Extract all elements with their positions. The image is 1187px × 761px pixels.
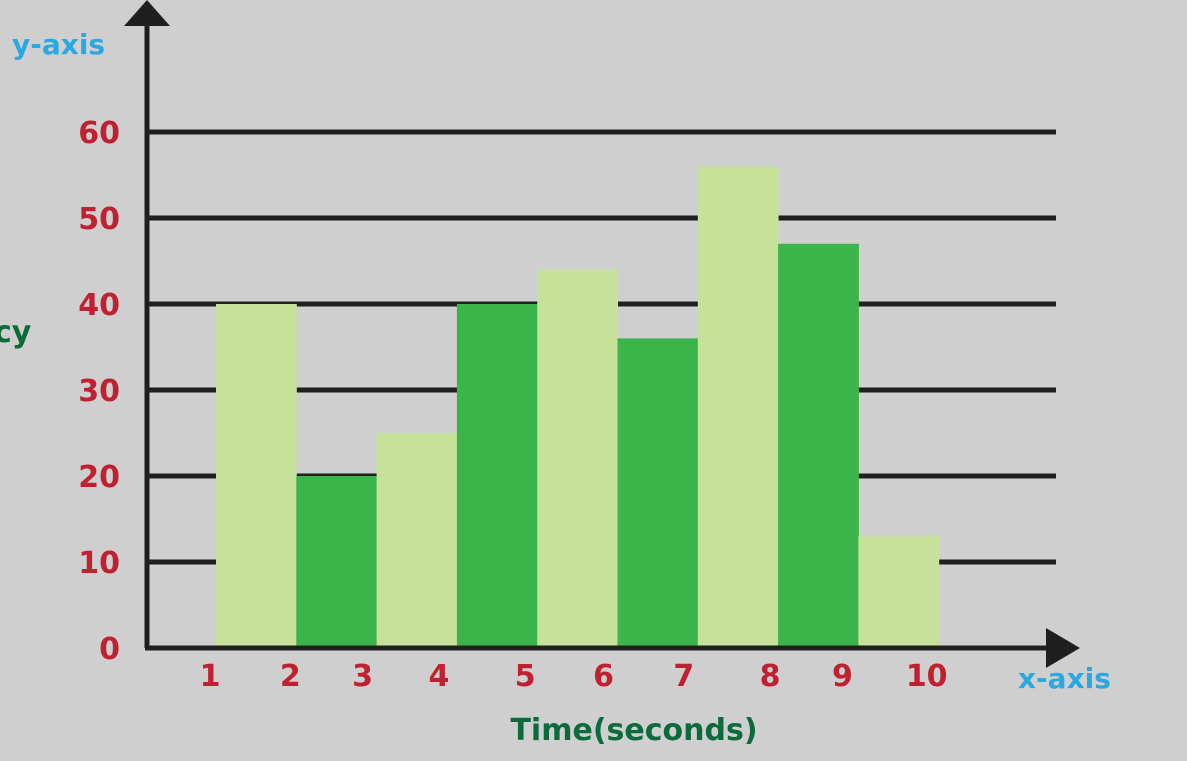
y-axis-title: cy bbox=[0, 315, 32, 350]
bar-9-10 bbox=[858, 536, 940, 648]
x-tick-label: 5 bbox=[515, 659, 536, 694]
y-tick-label: 40 bbox=[78, 288, 120, 323]
x-tick-label: 4 bbox=[428, 659, 449, 694]
bars bbox=[216, 166, 940, 649]
x-tick-label: 10 bbox=[906, 659, 948, 694]
bar-5-6 bbox=[537, 269, 618, 648]
bar-7-8 bbox=[697, 166, 779, 648]
y-tick-label: 30 bbox=[78, 374, 120, 409]
bar-3-4 bbox=[376, 433, 458, 648]
bar-4-5 bbox=[456, 304, 538, 648]
y-axis-tag: y-axis bbox=[12, 28, 105, 61]
x-tick-label: 7 bbox=[673, 659, 694, 694]
y-tick-label: 60 bbox=[78, 116, 120, 151]
y-axis-arrow bbox=[124, 0, 170, 26]
bar-2-3 bbox=[296, 476, 378, 648]
x-axis-arrow bbox=[1046, 628, 1080, 668]
y-tick-labels: 0 10 20 30 40 50 60 bbox=[78, 116, 120, 667]
bar-6-7 bbox=[617, 338, 699, 648]
bar-8-9 bbox=[778, 243, 859, 649]
x-tick-label: 3 bbox=[352, 659, 373, 694]
x-tick-label: 6 bbox=[593, 659, 614, 694]
axes bbox=[124, 0, 1080, 668]
x-axis-tag: x-axis bbox=[1018, 662, 1111, 695]
y-tick-label: 20 bbox=[78, 460, 120, 495]
y-tick-label: 50 bbox=[78, 202, 120, 237]
y-tick-label: 10 bbox=[78, 546, 120, 581]
x-axis-title: Time(seconds) bbox=[510, 713, 757, 748]
bar-1-2 bbox=[216, 304, 297, 648]
x-tick-label: 2 bbox=[280, 659, 301, 694]
x-tick-labels: 1 2 3 4 5 6 7 8 9 10 bbox=[200, 659, 948, 694]
y-tick-label: 0 bbox=[99, 632, 120, 667]
x-tick-label: 1 bbox=[200, 659, 221, 694]
x-tick-label: 8 bbox=[760, 659, 781, 694]
x-tick-label: 9 bbox=[832, 659, 853, 694]
